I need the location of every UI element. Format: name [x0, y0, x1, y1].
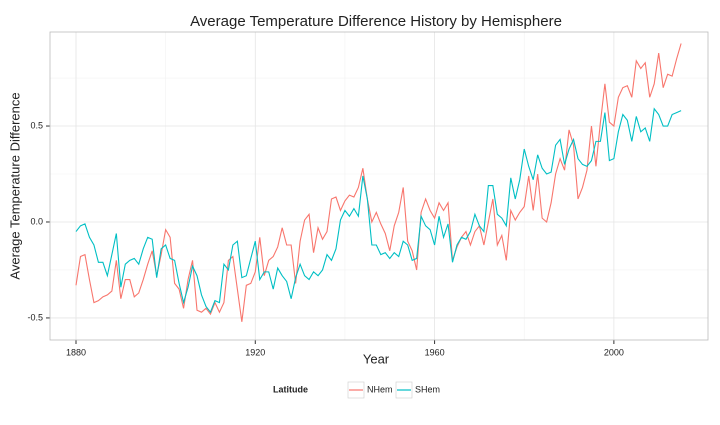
- plot-border: [49, 31, 709, 341]
- legend-title: Latitude: [273, 384, 308, 394]
- chart-title: Average Temperature Difference History b…: [190, 13, 562, 30]
- y-tick-label: 0.0: [30, 216, 43, 226]
- series-line: [75, 43, 682, 322]
- y-tick-label: -0.5: [27, 312, 43, 322]
- x-tick-label: 1920: [245, 347, 265, 357]
- series-line: [75, 107, 682, 314]
- legend-label: SHem: [415, 384, 440, 394]
- x-axis-label: Year: [363, 351, 390, 366]
- x-tick-label: 1880: [66, 347, 86, 357]
- x-tick-label: 1960: [425, 347, 445, 357]
- y-axis-label: Average Temperature Difference: [7, 92, 22, 279]
- x-tick-label: 2000: [604, 347, 624, 357]
- legend-label: NHem: [367, 384, 393, 394]
- y-tick-label: 0.5: [30, 120, 43, 130]
